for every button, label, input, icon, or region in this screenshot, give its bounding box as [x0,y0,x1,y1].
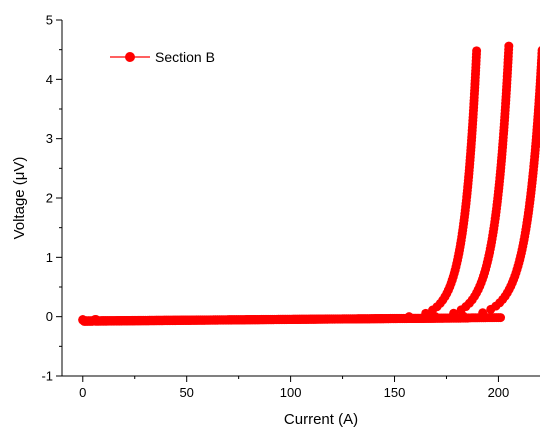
y-tick-label: 1 [46,250,53,265]
data-point [458,311,468,321]
axes: 0 50 100 150 200 -1 0 1 2 3 4 5 [41,13,540,400]
legend-label: Section B [155,49,215,65]
x-tick-label: 200 [488,385,510,400]
curve-1 [78,46,482,326]
data-point [496,313,506,323]
y-tick-label: -1 [41,369,53,384]
data-point [537,46,540,55]
x-tick-label: 100 [280,385,302,400]
curve-3 [78,46,540,326]
y-tick-label: 0 [46,309,53,324]
x-tick-label: 50 [179,385,193,400]
legend: Section B [110,49,215,65]
data-layer [78,41,540,326]
y-tick-label: 4 [46,72,53,87]
data-point [472,46,482,56]
y-axis-label: Voltage (μV) [11,157,28,240]
data-point [504,41,514,51]
x-tick-label: 150 [384,385,406,400]
legend-marker [125,52,135,62]
data-point [478,308,488,318]
y-tick-label: 5 [46,13,53,28]
x-axis-label: Current (A) [284,411,358,428]
y-tick-label: 3 [46,131,53,146]
y-tick-label: 2 [46,191,53,206]
x-tick-label: 0 [79,385,86,400]
